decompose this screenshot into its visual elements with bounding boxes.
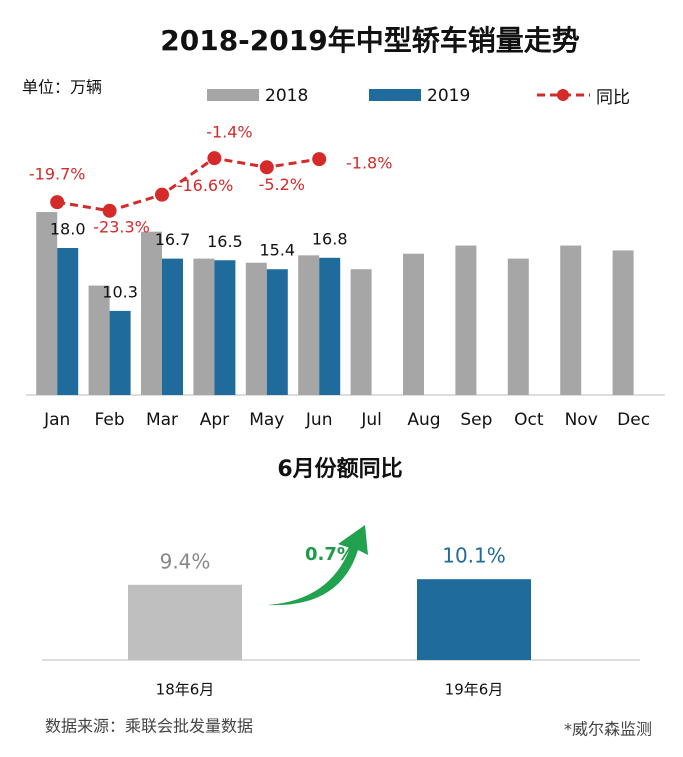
- data-label: 10.1%: [442, 544, 506, 568]
- unit-label: 单位：万辆: [22, 78, 102, 97]
- bar: [560, 245, 582, 395]
- data-label: -19.7%: [29, 165, 86, 184]
- bar: [612, 250, 634, 395]
- data-label: 16.8: [312, 229, 348, 248]
- bar: [507, 258, 529, 395]
- bar: [109, 310, 131, 395]
- bar: [141, 231, 162, 395]
- x-tick-label: Oct: [514, 410, 544, 430]
- annotation: 0.7%: [305, 544, 355, 565]
- legend-swatch: [369, 89, 421, 101]
- data-label: 15.4: [259, 241, 295, 260]
- bar: [298, 255, 320, 395]
- note: *威尔森监测: [564, 720, 652, 739]
- bar: [455, 245, 477, 395]
- data-label: -16.6%: [177, 176, 234, 195]
- x-tick-label: Feb: [95, 410, 125, 430]
- bar: [245, 262, 267, 395]
- data-label: 9.4%: [160, 549, 211, 573]
- bar: [266, 269, 288, 395]
- legend-label: 2019: [427, 86, 470, 106]
- legend-label: 2018: [265, 86, 308, 106]
- bar: [350, 269, 372, 395]
- bar: [319, 257, 341, 395]
- legend-marker: [557, 89, 569, 101]
- x-tick-label: Jun: [305, 410, 333, 430]
- legend-swatch: [207, 89, 259, 101]
- x-tick-label: May: [249, 410, 284, 430]
- bar: [193, 258, 215, 395]
- point: [50, 195, 65, 210]
- bar: [128, 584, 242, 660]
- bar: [162, 258, 183, 395]
- data-label: -5.2%: [259, 175, 305, 194]
- data-label: 18.0: [50, 220, 86, 239]
- x-tick-label: Jul: [360, 410, 382, 430]
- chart-title: 6月份额同比: [277, 457, 402, 482]
- point: [102, 203, 117, 218]
- x-tick-label: Dec: [617, 410, 650, 430]
- x-tick-label: Jan: [43, 410, 70, 430]
- point: [312, 152, 327, 167]
- bar: [417, 579, 531, 660]
- bar: [88, 285, 110, 395]
- bar: [36, 212, 58, 395]
- bar: [214, 260, 236, 395]
- arrow: [268, 525, 368, 606]
- x-tick-label: Mar: [146, 410, 178, 430]
- bar: [57, 248, 79, 395]
- legend-label: 同比: [596, 88, 630, 108]
- data-label: 10.3: [102, 282, 138, 301]
- bar: [403, 253, 424, 395]
- x-tick-label: Aug: [407, 410, 440, 430]
- x-tick-label: Apr: [200, 410, 229, 430]
- source: 数据来源：乘联会批发量数据: [45, 717, 253, 736]
- point: [155, 187, 169, 202]
- line: [56, 156, 320, 213]
- point: [259, 160, 274, 175]
- x-tick-label: Nov: [565, 410, 598, 430]
- chart-title: 2018-2019年中型轿车销量走势: [160, 24, 579, 57]
- data-label: 16.7: [155, 230, 191, 249]
- point: [207, 151, 222, 166]
- data-label: -23.3%: [93, 217, 150, 236]
- x-tick-label: Sep: [460, 410, 492, 430]
- data-label: -1.8%: [346, 154, 392, 173]
- data-label: 16.5: [207, 232, 243, 251]
- x-tick-label: 18年6月: [156, 681, 215, 699]
- data-label: -1.4%: [206, 123, 252, 142]
- x-tick-label: 19年6月: [445, 681, 504, 699]
